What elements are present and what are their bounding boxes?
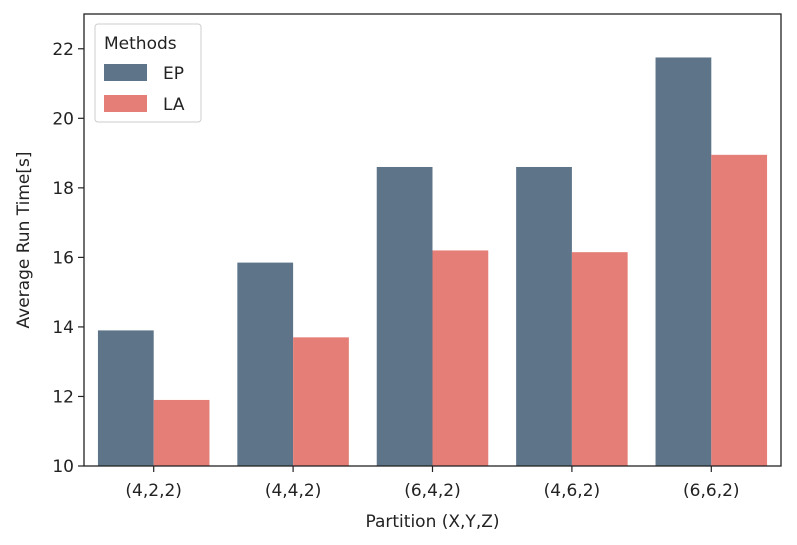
bar-la-4 <box>711 154 768 466</box>
y-tick-label-5: 20 <box>52 109 74 129</box>
bar-la-0 <box>153 399 210 466</box>
y-tick-label-6: 22 <box>52 40 74 60</box>
x-axis-label: Partition (X,Y,Z) <box>366 512 500 532</box>
x-tick-label-3: (4,6,2) <box>544 481 601 501</box>
y-tick-label-4: 18 <box>52 179 74 199</box>
legend-swatch-la <box>104 95 147 112</box>
x-tick-label-4: (6,6,2) <box>683 481 740 501</box>
legend-swatch-ep <box>104 64 147 81</box>
bar-ep-0 <box>97 330 154 466</box>
x-tick-label-2: (6,4,2) <box>404 481 461 501</box>
bar-la-3 <box>571 252 628 466</box>
legend-items: EP LA <box>104 64 185 115</box>
legend-label-ep: EP <box>163 64 184 84</box>
axes-layer: 10 12 14 16 18 20 22 (4,2,2) (4,4,2) (6,4,2) (4,6,… <box>52 40 739 501</box>
y-tick-label-2: 14 <box>52 318 74 338</box>
bar-ep-2 <box>376 166 433 467</box>
legend-title: Methods <box>104 34 177 54</box>
y-tick-label-3: 16 <box>52 248 74 268</box>
bars-layer <box>97 57 768 467</box>
y-tick-label-1: 12 <box>52 387 74 407</box>
bar-ep-3 <box>516 166 572 467</box>
y-axis-label: Average Run Time[s] <box>14 152 34 329</box>
legend-label-la: LA <box>163 95 185 115</box>
y-tick-label-0: 10 <box>52 457 74 477</box>
bar-la-2 <box>432 250 489 466</box>
bar-la-1 <box>293 337 349 466</box>
x-tick-label-1: (4,4,2) <box>265 481 322 501</box>
legend: Methods EP LA <box>94 23 202 123</box>
bar-ep-1 <box>237 262 294 466</box>
x-tick-label-0: (4,2,2) <box>125 481 182 501</box>
bar-ep-4 <box>655 57 712 467</box>
